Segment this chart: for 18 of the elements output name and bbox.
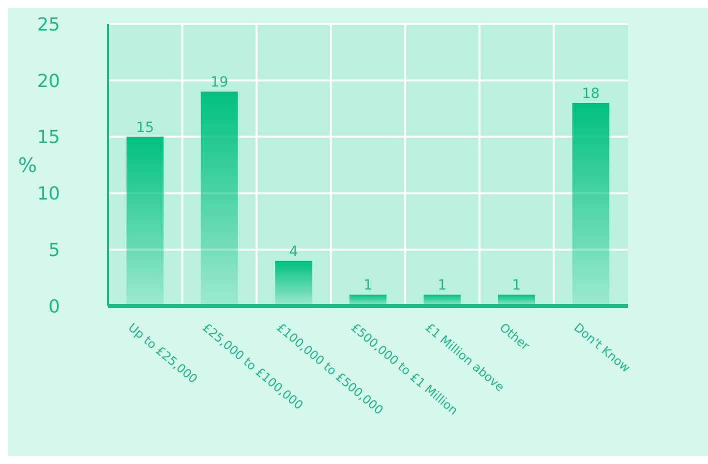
y-tick-label: 10 (37, 184, 60, 205)
data-label: 4 (289, 244, 298, 260)
data-label: 1 (363, 278, 372, 294)
bar (572, 102, 610, 306)
bar (126, 136, 164, 306)
y-tick-label: 0 (48, 296, 60, 318)
data-label: 19 (210, 74, 228, 91)
data-label: 18 (582, 86, 600, 102)
bar (200, 92, 238, 306)
bar (275, 260, 312, 306)
data-label: 15 (136, 120, 154, 136)
y-tick-label: 5 (48, 240, 60, 261)
y-tick-label: 20 (37, 70, 60, 92)
y-tick-label: 15 (37, 127, 60, 148)
y-axis-title: % (18, 153, 38, 178)
data-label: 1 (438, 278, 447, 294)
data-label: 1 (512, 278, 521, 294)
y-tick-label: 25 (37, 14, 60, 36)
